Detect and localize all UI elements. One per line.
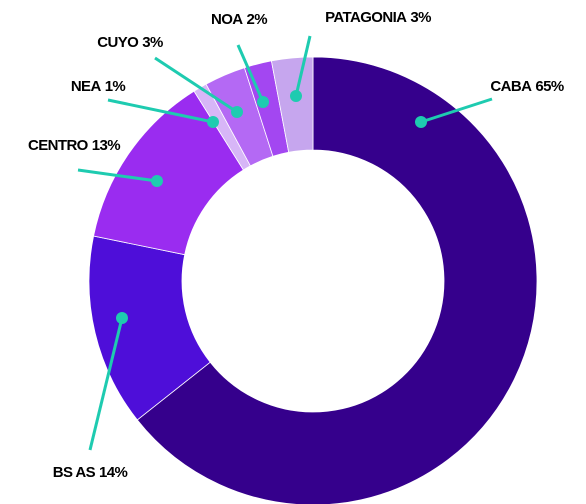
slice-value: 3% xyxy=(410,9,431,26)
leader-line xyxy=(236,44,265,103)
slice-category: CENTRO xyxy=(28,137,89,154)
slice-label: BS AS 14% xyxy=(53,464,128,481)
slice-label: CUYO 3% xyxy=(97,34,163,51)
slice-value: 65% xyxy=(535,78,563,95)
leader-line xyxy=(154,56,238,114)
leader-line xyxy=(294,35,312,97)
donut-slice xyxy=(136,56,538,504)
leader-dot xyxy=(257,96,269,108)
leader-line xyxy=(420,97,493,124)
slice-value: 1% xyxy=(105,78,126,95)
leader-dot xyxy=(151,175,163,187)
slice-label: NEA 1% xyxy=(71,78,126,95)
slice-category: NOA xyxy=(211,11,243,28)
slice-value: 14% xyxy=(99,464,127,481)
leader-line xyxy=(88,317,124,451)
slice-category: NEA xyxy=(71,78,102,95)
slice-value: 3% xyxy=(142,34,163,51)
slice-value: 13% xyxy=(92,137,120,154)
leader-dot xyxy=(415,116,427,128)
donut-slice xyxy=(270,56,314,153)
slice-label: NOA 2% xyxy=(211,11,267,28)
slice-label: CABA 65% xyxy=(490,78,563,95)
leader-dot xyxy=(116,312,128,324)
leader-dot xyxy=(207,116,219,128)
slice-label: CENTRO 13% xyxy=(28,137,120,154)
slice-category: PATAGONIA xyxy=(325,9,407,26)
leader-line xyxy=(107,98,214,124)
leader-dot xyxy=(290,90,302,102)
slice-category: BS AS xyxy=(53,464,96,481)
slice-value: 2% xyxy=(247,11,268,28)
leader-dot xyxy=(231,106,243,118)
slice-category: CABA xyxy=(490,78,532,95)
slice-category: CUYO xyxy=(97,34,139,51)
slice-label: PATAGONIA 3% xyxy=(325,9,431,26)
leader-line xyxy=(77,168,158,183)
